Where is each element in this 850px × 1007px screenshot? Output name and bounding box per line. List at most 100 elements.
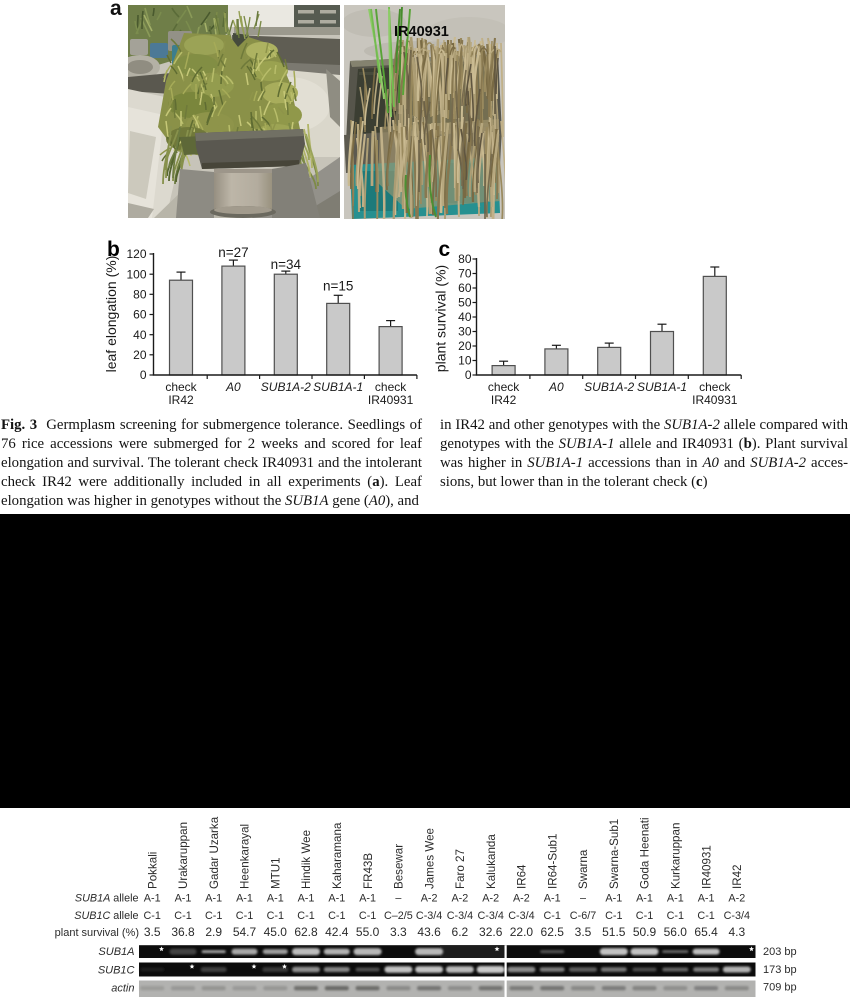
svg-text:c: c (439, 238, 451, 261)
svg-text:A-1: A-1 (175, 893, 192, 905)
svg-text:0: 0 (140, 368, 147, 382)
svg-text:C-1: C-1 (236, 910, 253, 922)
svg-text:A0: A0 (225, 380, 241, 394)
svg-text:A-2: A-2 (482, 893, 499, 905)
svg-text:55.0: 55.0 (356, 925, 380, 939)
svg-text:80: 80 (133, 288, 147, 302)
svg-text:SUB1A: SUB1A (98, 946, 134, 958)
svg-text:3.5: 3.5 (144, 925, 161, 939)
svg-text:James Wee: James Wee (423, 828, 436, 889)
svg-text:–: – (395, 893, 401, 905)
svg-text:b: b (107, 238, 120, 261)
svg-text:65.4: 65.4 (694, 925, 718, 939)
svg-text:C-3/4: C-3/4 (416, 910, 442, 922)
svg-text:check: check (375, 380, 407, 394)
svg-text:Gadar Uzarka: Gadar Uzarka (208, 816, 221, 889)
svg-text:C-1: C-1 (328, 910, 345, 922)
svg-text:C-1: C-1 (205, 910, 222, 922)
svg-text:A-1: A-1 (636, 893, 653, 905)
svg-text:Kalukanda: Kalukanda (485, 834, 498, 889)
svg-text:20: 20 (133, 348, 147, 362)
svg-text:173 bp: 173 bp (763, 964, 797, 976)
svg-text:A-1: A-1 (267, 893, 284, 905)
svg-text:Besewar: Besewar (393, 844, 406, 889)
svg-text:SUB1A allele: SUB1A allele (75, 893, 139, 905)
svg-text:C-1: C-1 (174, 910, 191, 922)
svg-text:A-2: A-2 (421, 893, 438, 905)
svg-text:n=27: n=27 (218, 245, 248, 260)
svg-text:C–2/5: C–2/5 (384, 910, 413, 922)
svg-text:100: 100 (126, 267, 146, 281)
svg-text:Swarna-Sub1: Swarna-Sub1 (608, 819, 621, 889)
svg-text:A-1: A-1 (359, 893, 376, 905)
svg-text:60: 60 (458, 281, 472, 295)
svg-text:62.5: 62.5 (541, 925, 565, 939)
svg-text:SUB1A-1: SUB1A-1 (637, 380, 687, 394)
svg-text:SUB1A-2: SUB1A-2 (261, 380, 311, 394)
svg-text:C-1: C-1 (359, 910, 376, 922)
svg-text:2.9: 2.9 (205, 925, 222, 939)
svg-text:56.0: 56.0 (664, 925, 688, 939)
svg-text:32.6: 32.6 (479, 925, 503, 939)
svg-text:plant survival (%): plant survival (%) (55, 927, 139, 939)
svg-text:n=34: n=34 (271, 257, 302, 272)
svg-text:0: 0 (465, 368, 472, 382)
svg-text:20: 20 (458, 339, 472, 353)
svg-text:plant survival (%): plant survival (%) (433, 265, 449, 372)
svg-text:62.8: 62.8 (294, 925, 318, 939)
svg-text:50: 50 (458, 296, 472, 310)
svg-text:C-6/7: C-6/7 (570, 910, 596, 922)
svg-text:Faro 27: Faro 27 (454, 849, 467, 889)
svg-text:C-3/4: C-3/4 (724, 910, 750, 922)
svg-text:36.8: 36.8 (171, 925, 195, 939)
svg-text:Heenkarayal: Heenkarayal (239, 824, 252, 889)
svg-text:C-1: C-1 (605, 910, 622, 922)
svg-text:C-1: C-1 (697, 910, 714, 922)
svg-text:40: 40 (458, 310, 472, 324)
svg-text:3.3: 3.3 (390, 925, 407, 939)
svg-text:check: check (165, 380, 197, 394)
svg-text:203 bp: 203 bp (763, 946, 797, 958)
svg-text:A-1: A-1 (298, 893, 315, 905)
svg-text:FR43B: FR43B (362, 853, 375, 889)
svg-text:A-2: A-2 (451, 893, 468, 905)
svg-text:–: – (580, 893, 586, 905)
svg-text:A-1: A-1 (698, 893, 715, 905)
svg-text:50.9: 50.9 (633, 925, 657, 939)
svg-text:C-3/4: C-3/4 (477, 910, 503, 922)
svg-text:A-2: A-2 (728, 893, 745, 905)
svg-text:70: 70 (458, 267, 472, 281)
svg-text:10: 10 (458, 354, 472, 368)
svg-text:120: 120 (126, 247, 146, 261)
svg-text:C-1: C-1 (143, 910, 160, 922)
svg-text:Kurkaruppan: Kurkaruppan (670, 823, 683, 889)
svg-text:SUB1C: SUB1C (98, 965, 135, 977)
svg-text:A-1: A-1 (205, 893, 222, 905)
svg-text:IR40931: IR40931 (692, 393, 738, 407)
svg-text:A-2: A-2 (513, 893, 530, 905)
svg-text:check: check (699, 380, 731, 394)
svg-text:30: 30 (458, 325, 472, 339)
svg-text:60: 60 (133, 308, 147, 322)
svg-text:C-1: C-1 (636, 910, 653, 922)
svg-text:n=15: n=15 (323, 279, 353, 294)
svg-text:IR42: IR42 (491, 393, 517, 407)
svg-text:A-1: A-1 (667, 893, 684, 905)
svg-text:IR42: IR42 (168, 393, 194, 407)
svg-text:IR42: IR42 (731, 865, 744, 890)
svg-text:C-1: C-1 (297, 910, 314, 922)
svg-text:IR40931: IR40931 (394, 24, 449, 40)
svg-text:SUB1A-1: SUB1A-1 (313, 380, 363, 394)
svg-text:A-1: A-1 (544, 893, 561, 905)
svg-text:IR64-Sub1: IR64-Sub1 (546, 834, 559, 889)
svg-text:54.7: 54.7 (233, 925, 257, 939)
svg-text:check: check (488, 380, 520, 394)
svg-text:42.4: 42.4 (325, 925, 349, 939)
svg-text:Urakaruppan: Urakaruppan (177, 822, 190, 889)
svg-text:Swarna: Swarna (577, 849, 590, 889)
svg-text:A0: A0 (548, 380, 564, 394)
svg-text:22.0: 22.0 (510, 925, 534, 939)
svg-text:IR40931: IR40931 (700, 845, 713, 889)
svg-text:IR40931: IR40931 (368, 393, 414, 407)
svg-text:actin: actin (111, 983, 134, 995)
